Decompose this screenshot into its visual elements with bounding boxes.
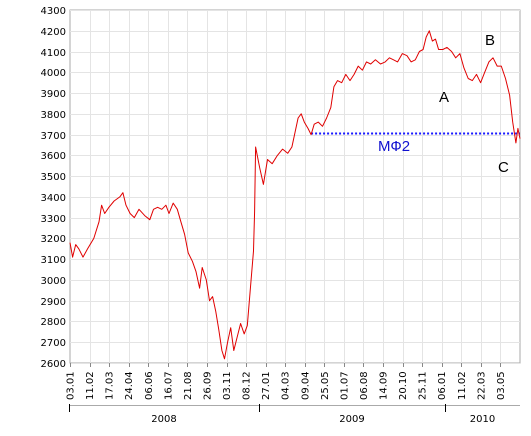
x-tick-label: 16.07 [163, 371, 174, 400]
price-series-line [69, 30, 521, 360]
y-tick-label: 3800 [41, 110, 66, 121]
x-tick-label: 01.07 [339, 371, 350, 400]
label-level-mf2: МФ2 [378, 138, 410, 155]
y-tick-label: 3200 [41, 234, 66, 245]
year-label: 2010 [470, 414, 495, 425]
x-tick-label: 25.11 [418, 371, 429, 400]
x-tick-label: 11.02 [457, 371, 468, 400]
y-tick-label: 4300 [41, 6, 66, 17]
y-tick-label: 3000 [41, 276, 66, 287]
x-tick-label: 11.02 [85, 371, 96, 400]
x-tick-label: 04.03 [281, 371, 292, 400]
x-tick-label: 22.03 [476, 371, 487, 400]
x-tick-label: 03.05 [496, 371, 507, 400]
label-point-c: C [498, 159, 509, 176]
x-tick-label: 24.04 [124, 371, 135, 400]
x-tick-label: 03.01 [66, 371, 77, 400]
y-tick-label: 2700 [41, 338, 66, 349]
x-tick-label: 03.11 [222, 371, 233, 400]
x-tick-label: 09.04 [300, 371, 311, 400]
x-tick-label: 20.10 [398, 371, 409, 400]
x-tick-label: 06.08 [359, 371, 370, 400]
y-tick-label: 3600 [41, 151, 66, 162]
y-tick-label: 3400 [41, 193, 66, 204]
y-tick-label: 2900 [41, 297, 66, 308]
x-tick-label: 21.08 [183, 371, 194, 400]
x-tick-label: 27.01 [261, 371, 272, 400]
x-axis-ticks: 03.01 11.02 17.03 24.04 06.06 16.07 21.08 26.09… [66, 363, 507, 400]
y-tick-label: 3700 [41, 131, 66, 142]
y-tick-label: 2800 [41, 317, 66, 328]
annotations: A B C МФ2 [378, 32, 509, 176]
series-group [69, 30, 521, 360]
y-tick-label: 2600 [41, 359, 66, 370]
plot-frame [69, 9, 521, 364]
x-tick-label: 06.06 [144, 371, 155, 400]
y-tick-label: 4200 [41, 27, 66, 38]
grid-lines [70, 10, 520, 364]
y-tick-label: 3900 [41, 89, 66, 100]
year-axis: 2008 2009 2010 [69, 404, 520, 425]
x-tick-label: 26.09 [202, 371, 213, 400]
x-tick-label: 14.09 [379, 371, 390, 400]
y-tick-label: 4100 [41, 48, 66, 59]
y-tick-label: 3300 [41, 214, 66, 225]
x-tick-label: 25.05 [320, 371, 331, 400]
y-tick-label: 3100 [41, 255, 66, 266]
y-tick-label: 4000 [41, 68, 66, 79]
x-tick-label: 08.12 [242, 371, 253, 400]
y-tick-label: 3500 [41, 172, 66, 183]
label-point-b: B [485, 32, 495, 49]
year-label: 2008 [151, 414, 176, 425]
label-point-a: A [439, 89, 449, 106]
x-tick-label: 06.01 [437, 371, 448, 400]
x-tick-label: 17.03 [105, 371, 116, 400]
year-label: 2009 [339, 414, 364, 425]
y-axis-ticks: 2600 2700 2800 2900 3000 3100 3200 3300 3400 3500… [41, 6, 66, 370]
